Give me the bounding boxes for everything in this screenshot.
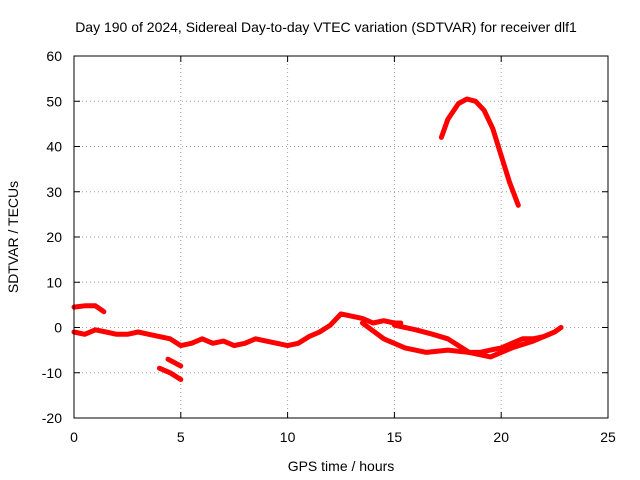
plot-frame — [73, 55, 609, 419]
series-line-s2 — [71, 311, 404, 349]
y-tick-label: 10 — [46, 274, 62, 290]
series-line-s1 — [71, 303, 107, 315]
series-group — [71, 96, 564, 382]
y-tick-label: -10 — [42, 365, 62, 381]
y-tick-label: 0 — [54, 320, 62, 336]
y-axis-label: SDTVAR / TECUs — [5, 181, 21, 293]
grid — [74, 56, 608, 418]
x-tick-label: 20 — [493, 429, 509, 445]
series-line-s3 — [156, 365, 184, 382]
x-axis-label: GPS time / hours — [288, 458, 395, 474]
axis-ticks: 0 5 10 15 20 25 -20 -10 0 10 20 30 40 50 60 — [42, 48, 616, 445]
y-tick-label: 60 — [46, 48, 62, 64]
y-tick-label: 20 — [46, 229, 62, 245]
series-line-s4 — [165, 356, 184, 369]
y-tick-label: -20 — [42, 410, 62, 426]
x-tick-label: 10 — [280, 429, 296, 445]
y-tick-label: 50 — [46, 93, 62, 109]
x-tick-label: 15 — [387, 429, 403, 445]
series-line-s7 — [438, 96, 521, 208]
y-tick-label: 40 — [46, 139, 62, 155]
x-tick-label: 5 — [177, 429, 185, 445]
series-line-s6 — [391, 322, 564, 355]
x-tick-label: 0 — [70, 429, 78, 445]
x-tick-label: 25 — [600, 429, 616, 445]
y-tick-label: 30 — [46, 184, 62, 200]
chart-title: Day 190 of 2024, Sidereal Day-to-day VTE… — [75, 19, 577, 35]
